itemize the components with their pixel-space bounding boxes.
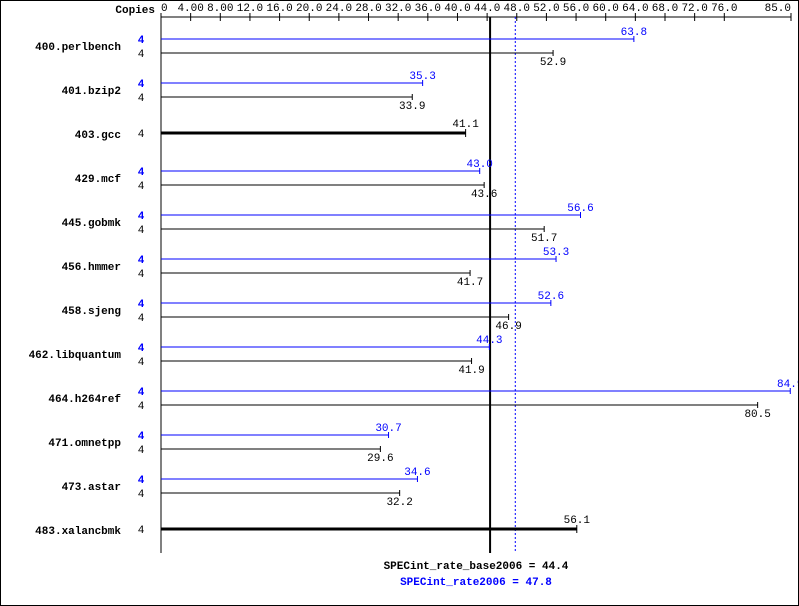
copies-value-peak: 4 xyxy=(138,35,145,47)
copies-value-peak: 4 xyxy=(138,211,145,223)
copies-value-peak: 4 xyxy=(138,475,145,487)
benchmark-label: 401.bzip2 xyxy=(62,86,121,98)
benchmark-label: 483.xalancbmk xyxy=(35,526,121,538)
benchmark-label: 403.gcc xyxy=(75,130,121,142)
chart-svg: 0 4.00 8.00 12.016.0 20.0 24.028.0 32.0 36.040.… xyxy=(1,1,798,605)
x-tick-label: 12.0 xyxy=(237,3,263,15)
x-tick-label: 0 xyxy=(161,3,168,15)
x-tick-label: 52.0 xyxy=(533,3,559,15)
benchmark-label: 458.sjeng xyxy=(62,306,121,318)
x-tick-label: 72.0 xyxy=(681,3,707,15)
value-label-base: 46.9 xyxy=(495,321,521,333)
value-label-single: 41.1 xyxy=(452,119,479,131)
value-label-base: 41.7 xyxy=(457,277,483,289)
copies-value: 4 xyxy=(138,129,145,141)
x-tick-label: 40.0 xyxy=(444,3,470,15)
copies-value-base: 4 xyxy=(138,269,145,281)
copies-value-base: 4 xyxy=(138,445,145,457)
value-label-peak: 84.9 xyxy=(777,379,798,391)
x-tick-label: 20.0 xyxy=(296,3,322,15)
copies-value-base: 4 xyxy=(138,313,145,325)
copies-value-base: 4 xyxy=(138,489,145,501)
value-label-peak: 53.3 xyxy=(543,247,569,259)
value-label-peak: 63.8 xyxy=(621,27,647,39)
x-tick-label: 24.0 xyxy=(326,3,352,15)
value-label-base: 43.6 xyxy=(471,189,497,201)
benchmark-label: 464.h264ref xyxy=(48,394,121,406)
value-label-peak: 34.6 xyxy=(404,467,430,479)
copies-value-peak: 4 xyxy=(138,255,145,267)
x-tick-label: 16.0 xyxy=(266,3,292,15)
copies-value-base: 4 xyxy=(138,357,145,369)
value-label-base: 52.9 xyxy=(540,57,566,69)
x-tick-label: 28.0 xyxy=(355,3,381,15)
value-label-single: 56.1 xyxy=(564,515,591,527)
x-tick-label: 48.0 xyxy=(504,3,530,15)
copies-value-peak: 4 xyxy=(138,431,145,443)
value-label-base: 29.6 xyxy=(367,453,393,465)
copies-value-base: 4 xyxy=(138,401,145,413)
summary-peak-label: SPECint_rate2006 = 47.8 xyxy=(400,577,552,589)
summary-base-label: SPECint_rate_base2006 = 44.4 xyxy=(384,561,569,573)
copies-value-base: 4 xyxy=(138,181,145,193)
value-label-peak: 44.3 xyxy=(476,335,502,347)
x-tick-label: 56.0 xyxy=(563,3,589,15)
x-tick-label: 76.0 xyxy=(711,3,737,15)
copies-value-peak: 4 xyxy=(138,299,145,311)
value-label-peak: 56.6 xyxy=(567,203,593,215)
x-tick-label: 68.0 xyxy=(652,3,678,15)
x-tick-label: 36.0 xyxy=(415,3,441,15)
x-tick-label: 85.0 xyxy=(765,3,791,15)
benchmark-label: 462.libquantum xyxy=(29,350,122,362)
value-label-peak: 52.6 xyxy=(538,291,564,303)
x-tick-label: 64.0 xyxy=(622,3,648,15)
copies-value-base: 4 xyxy=(138,49,145,61)
x-tick-label: 8.00 xyxy=(207,3,233,15)
copies-header: Copies xyxy=(115,5,155,17)
value-label-peak: 30.7 xyxy=(375,423,401,435)
copies-value-peak: 4 xyxy=(138,387,145,399)
copies-value-peak: 4 xyxy=(138,167,145,179)
benchmark-label: 400.perlbench xyxy=(35,42,121,54)
benchmark-label: 445.gobmk xyxy=(62,218,122,230)
copies-value-peak: 4 xyxy=(138,343,145,355)
copies-value-peak: 4 xyxy=(138,79,145,91)
x-tick-label: 32.0 xyxy=(385,3,411,15)
value-label-base: 51.7 xyxy=(531,233,557,245)
value-label-base: 33.9 xyxy=(399,101,425,113)
value-label-base: 41.9 xyxy=(458,365,484,377)
copies-value-base: 4 xyxy=(138,93,145,105)
value-label-peak: 35.3 xyxy=(409,71,435,83)
spec-rate-chart: 0 4.00 8.00 12.016.0 20.0 24.028.0 32.0 36.040.… xyxy=(0,0,799,606)
benchmark-label: 473.astar xyxy=(62,482,121,494)
x-tick-label: 4.00 xyxy=(177,3,203,15)
x-tick-label: 60.0 xyxy=(593,3,619,15)
value-label-peak: 43.0 xyxy=(467,159,493,171)
benchmark-label: 456.hmmer xyxy=(62,262,121,274)
copies-value-base: 4 xyxy=(138,225,145,237)
value-label-base: 80.5 xyxy=(744,409,770,421)
value-label-base: 32.2 xyxy=(386,497,412,509)
benchmark-label: 429.mcf xyxy=(75,174,122,186)
copies-value: 4 xyxy=(138,525,145,537)
x-tick-label: 44.0 xyxy=(474,3,500,15)
benchmark-label: 471.omnetpp xyxy=(48,438,121,450)
